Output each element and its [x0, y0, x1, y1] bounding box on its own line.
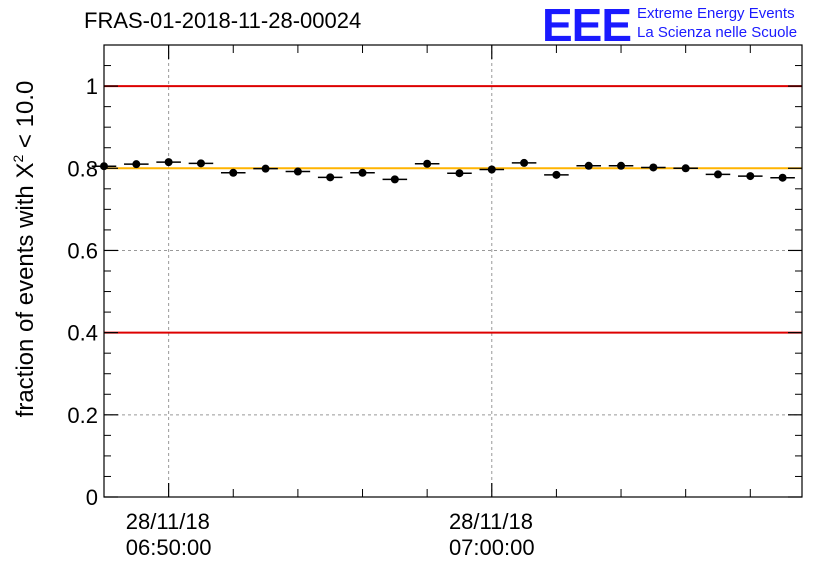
- logo-caption: Extreme Energy Events La Scienza nelle S…: [637, 4, 797, 42]
- data-point: [229, 168, 238, 177]
- x-tick-label: 28/11/18 07:00:00: [449, 509, 535, 561]
- reference-lines: [104, 85, 802, 334]
- data-point: [552, 170, 561, 179]
- eee-logo: EEE: [542, 0, 632, 51]
- data-point: [649, 163, 658, 172]
- data-point: [132, 160, 141, 169]
- x-tick-label-time: 07:00:00: [448, 535, 535, 560]
- data-point: [358, 168, 367, 177]
- chart-title: FRAS-01-2018-11-28-00024: [84, 8, 362, 33]
- data-point: [455, 169, 464, 178]
- x-tick-label-date: 28/11/18: [125, 509, 210, 534]
- y-tick-label: 0.2: [67, 403, 98, 428]
- data-point: [487, 165, 496, 174]
- data-point: [681, 164, 690, 173]
- data-point: [261, 164, 270, 173]
- y-tick-label: 0: [86, 485, 98, 510]
- data-point: [584, 161, 593, 170]
- data-point: [293, 167, 302, 176]
- data-point: [390, 175, 399, 184]
- data-point: [326, 173, 335, 182]
- y-tick-label: 0.8: [67, 156, 98, 181]
- y-tick-label: 0.4: [67, 321, 98, 346]
- data-point: [423, 159, 432, 168]
- data-point: [196, 159, 205, 168]
- y-axis-label-prefix: fraction of events with: [12, 178, 39, 418]
- y-axis-label-chi: X: [12, 162, 39, 179]
- data-point: [520, 158, 529, 167]
- x-tick-label: 28/11/18 06:50:00: [126, 509, 212, 561]
- axis-ticks: 0 0.2 0.4 0.6 0.8 1: [67, 44, 802, 510]
- grid-lines: [104, 45, 802, 497]
- y-tick-label: 1: [86, 74, 98, 99]
- y-axis-label-suffix: < 10.0: [12, 80, 39, 155]
- logo-caption-line1: Extreme Energy Events: [637, 5, 795, 22]
- data-series: [91, 158, 795, 184]
- data-point: [617, 161, 626, 170]
- data-point: [746, 172, 755, 181]
- data-point: [164, 158, 173, 167]
- y-tick-label: 0.6: [67, 238, 98, 263]
- y-axis-label-sup: 2: [10, 154, 26, 163]
- x-tick-label-date: 28/11/18: [448, 509, 533, 534]
- plot-frame: [103, 44, 803, 498]
- data-point: [713, 170, 722, 179]
- y-axis-label-container: fraction of events with X2 < 10.0: [10, 44, 40, 454]
- y-axis-label: fraction of events with X2 < 10.0: [10, 81, 40, 418]
- x-tick-label-time: 06:50:00: [125, 535, 212, 560]
- logo-caption-line2: La Scienza nelle Scuole: [637, 24, 798, 41]
- data-point: [778, 173, 787, 182]
